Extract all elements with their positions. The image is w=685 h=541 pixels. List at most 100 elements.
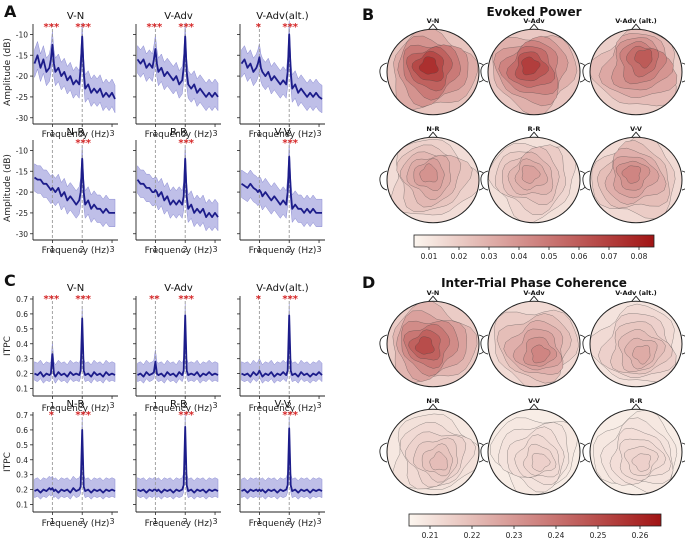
topomap-b-3: N-R (379, 125, 487, 224)
subplot-title: V-Adv (164, 283, 193, 294)
y-tick-label: -20 (16, 72, 28, 81)
y-tick-label: 0.6 (16, 426, 28, 435)
x-tick-label: 3 (109, 245, 114, 254)
sig-marker-2hz: *** (75, 410, 91, 421)
x-axis-label: Frequency (Hz) (145, 130, 213, 140)
y-tick-label: -25 (16, 209, 28, 218)
head-outline (386, 136, 480, 224)
x-tick-label: 1 (50, 129, 55, 138)
y-tick-label: 0.6 (16, 310, 28, 319)
head-outline (589, 408, 683, 496)
x-tick-label: 3 (212, 517, 217, 526)
topomap-field (590, 137, 682, 223)
sig-marker-2hz: *** (178, 410, 194, 421)
topomap-field (590, 301, 682, 387)
x-axis-label: Frequency (Hz) (42, 404, 110, 414)
nose (630, 295, 642, 303)
colorbar-tick-label: 0.04 (511, 252, 528, 261)
mean-line (33, 35, 116, 100)
topomap-field (488, 29, 580, 115)
mean-line (33, 157, 115, 214)
left-ear (379, 334, 388, 355)
colorbar-tick-label: 0.03 (481, 252, 498, 261)
topomap-label: V-Adv (523, 289, 545, 297)
confidence-band (34, 417, 116, 500)
y-tick-label: 0.1 (16, 501, 28, 510)
topomap-field (387, 409, 479, 495)
subplot-title: V-N (67, 11, 84, 22)
evoked-power-title: Evoked Power (486, 5, 581, 19)
y-tick-label: -20 (16, 188, 28, 197)
left-ear (379, 170, 388, 191)
topomap-label: R-R (528, 125, 541, 133)
topomap-label: V-V (630, 125, 642, 133)
y-axis-label: ITPC (3, 336, 13, 356)
left-ear (480, 62, 489, 83)
topomap-b-0: V-N (379, 17, 487, 116)
x-axis-label: Frequency (Hz) (249, 519, 317, 529)
sig-marker-2hz: *** (178, 294, 194, 305)
topomap-label: V-N (427, 17, 440, 25)
head-outline (487, 408, 581, 496)
subplot-title: N-R (66, 127, 84, 138)
head-outline (487, 136, 581, 224)
head-outline (386, 28, 480, 116)
left-ear (480, 170, 489, 191)
subplot-title: N-R (66, 399, 84, 410)
y-tick-label: 0.7 (16, 295, 28, 304)
sig-marker-1hz: *** (147, 22, 163, 33)
panel-letter-a: A (4, 2, 17, 21)
nose (528, 295, 540, 303)
x-axis-label: Frequency (Hz) (42, 246, 110, 256)
head-outline (386, 408, 480, 496)
mean-line (136, 157, 219, 219)
y-tick-label: -30 (16, 114, 28, 123)
itpc-title: Inter-Trial Phase Coherence (441, 276, 627, 290)
panel-letter-b: B (362, 5, 374, 24)
x-axis-label: Frequency (Hz) (145, 404, 213, 414)
sig-marker-1hz: *** (44, 22, 60, 33)
colorbar-tick-label: 0.06 (571, 252, 588, 261)
contour-layer (521, 165, 541, 184)
topomap-label: V-Adv (alt.) (615, 17, 657, 25)
x-tick-label: 3 (212, 401, 217, 410)
x-tick-label: 2 (80, 401, 85, 410)
x-tick-label: 3 (109, 517, 114, 526)
mean-line (137, 425, 219, 494)
contour-layer (634, 48, 653, 69)
confidence-band (34, 306, 116, 384)
y-tick-label: 0.4 (16, 340, 28, 349)
x-tick-label: 1 (50, 517, 55, 526)
confidence-band (137, 414, 219, 500)
x-tick-label: 2 (287, 517, 292, 526)
colorbar-d: 0.21 0.22 0.23 0.24 0.25 0.26 (408, 513, 662, 540)
x-tick-label: 2 (80, 517, 85, 526)
topomap-field (387, 301, 479, 387)
subplot-title: V-Adv(alt.) (256, 283, 308, 294)
left-ear (379, 442, 388, 463)
topomap-field (590, 409, 682, 495)
confidence-band (241, 20, 323, 114)
x-tick-label: 1 (50, 245, 55, 254)
left-ear (379, 62, 388, 83)
x-axis-label: Frequency (Hz) (42, 519, 110, 529)
topomap-label: N-R (426, 125, 439, 133)
x-tick-label: 1 (153, 517, 158, 526)
nose (427, 403, 439, 411)
nose (630, 403, 642, 411)
mean-line (241, 155, 322, 214)
mean-line (136, 35, 219, 98)
y-tick-label: 0.3 (16, 355, 28, 364)
x-tick-label: 1 (50, 401, 55, 410)
x-tick-label: 3 (212, 245, 217, 254)
topomap-field (387, 137, 479, 223)
nose (630, 23, 642, 31)
x-tick-label: 2 (80, 129, 85, 138)
sig-marker-2hz: *** (75, 138, 91, 149)
panel-letter-d: D (362, 273, 375, 292)
nose (427, 131, 439, 139)
